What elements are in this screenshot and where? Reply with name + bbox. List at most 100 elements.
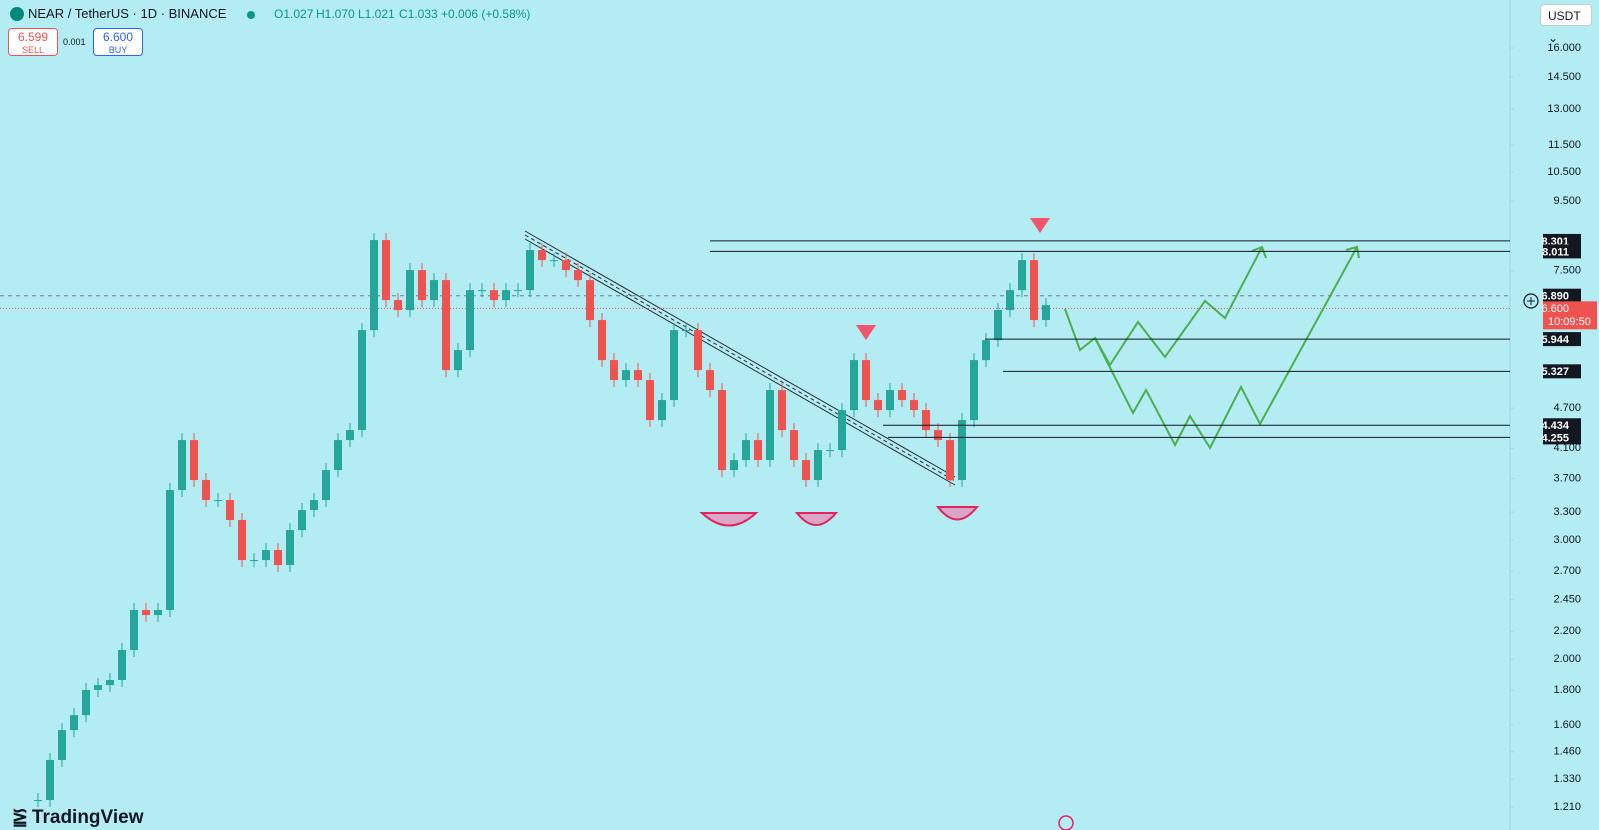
y-tick-label: 11.500 [1548, 139, 1581, 151]
candle-body [586, 280, 594, 321]
bottom-cup [794, 512, 839, 526]
candle-body [250, 560, 258, 562]
candle-body [202, 480, 210, 501]
y-tick-label: 3.300 [1553, 506, 1581, 518]
candle-body [502, 290, 510, 301]
candle-body [550, 260, 558, 262]
ohlc-high: H1.070 [316, 7, 355, 21]
candle-body [454, 350, 462, 371]
projection-arrowhead [1251, 245, 1267, 259]
candle-body [922, 410, 930, 431]
last-price-label: 6.600 [1541, 303, 1569, 315]
candle-body [82, 689, 90, 716]
level-label-box [1543, 244, 1581, 259]
candle-body [166, 490, 174, 611]
add-alert-icon[interactable] [1523, 293, 1539, 309]
candle-body [670, 330, 678, 401]
sell-label: SELL [21, 45, 45, 55]
top-marker [1030, 218, 1050, 233]
channel-mid [524, 234, 956, 482]
candle-body [814, 450, 822, 481]
candle-body [274, 550, 282, 566]
market-status [247, 11, 255, 19]
candle-body [994, 310, 1002, 341]
y-tick-label: 1.210 [1553, 801, 1581, 813]
add-alert-plus [1527, 297, 1535, 305]
projection-path [1094, 246, 1358, 451]
level-label-box [1543, 364, 1581, 379]
candle-body [442, 280, 450, 371]
candle-body [346, 430, 354, 441]
brand-name: TradingView [31, 807, 144, 828]
y-tick-label: 3.000 [1553, 534, 1581, 546]
drawings [524, 218, 1539, 830]
candle-body [382, 240, 390, 301]
event-icon[interactable] [1058, 815, 1074, 830]
buy-price: 6.600 [102, 30, 134, 44]
spread: 0.001 [63, 37, 86, 47]
candle-body [694, 330, 702, 371]
countdown: 10:09:50 [1548, 316, 1591, 328]
ohlc-open: O1.027 [274, 7, 314, 21]
y-tick-label: 2.200 [1553, 625, 1581, 637]
top-marker [856, 325, 876, 340]
last-price-box [1543, 301, 1597, 330]
y-tick-label: 4.700 [1553, 402, 1581, 414]
projection-arrowhead [1345, 245, 1360, 259]
brand: ⪠ TradingView [12, 806, 144, 829]
candle-body [730, 460, 738, 471]
candle-body [1030, 260, 1038, 321]
projection-path [1064, 246, 1263, 367]
y-tick-label: 4.100 [1553, 442, 1581, 454]
sell-button[interactable]: 6.599 SELL [8, 28, 58, 56]
y-tick-label: 1.330 [1553, 773, 1581, 785]
brand-logo: ⪠ [12, 807, 28, 828]
candle-body [118, 650, 126, 680]
candle-body [262, 550, 270, 561]
candle-body [478, 290, 486, 292]
candle-body [226, 500, 234, 521]
candle-body [778, 390, 786, 431]
level-label: 5.327 [1541, 366, 1569, 378]
candle-body [394, 300, 402, 311]
symbol-title: NEAR / TetherUS · 1D · BINANCE [28, 6, 227, 21]
y-tick-label: 2.450 [1553, 594, 1581, 606]
candle-body [574, 270, 582, 281]
candle-body [766, 390, 774, 461]
candle-body [526, 250, 534, 291]
level-label: 4.434 [1541, 420, 1569, 432]
candle-body [958, 420, 966, 481]
y-tick-label: 1.460 [1553, 746, 1581, 758]
candle-body [802, 460, 810, 481]
y-tick-label: 7.500 [1553, 265, 1581, 277]
candle-body [190, 440, 198, 481]
candle-body [622, 370, 630, 381]
candle-body [94, 685, 102, 690]
currency-select[interactable]: USDT ⌄ [1540, 4, 1592, 45]
ohlc-low: L1.021 [358, 7, 395, 21]
candle-body [310, 500, 318, 511]
candle-body [142, 610, 150, 616]
candle-body [682, 330, 690, 332]
candle-body [946, 440, 954, 481]
buy-button[interactable]: 6.600 BUY [93, 28, 143, 56]
candle-body [178, 440, 186, 491]
crosshair-label: 6.890 [1541, 291, 1569, 303]
symbol-logo [10, 7, 24, 21]
candle-body [106, 679, 114, 686]
candle-body [154, 610, 162, 616]
y-axis: 16.000 14.500 13.000 11.500 10.500 9.500 7.500… [1510, 42, 1581, 813]
bottom-cup [935, 506, 980, 521]
candle-body [874, 400, 882, 411]
y-tick-label: 2.000 [1553, 653, 1581, 665]
y-tick-label: 3.700 [1553, 472, 1581, 484]
candle-body [46, 759, 54, 801]
candle-body [826, 450, 834, 452]
level-label: 8.011 [1542, 246, 1569, 258]
candle-body [322, 470, 330, 501]
candle-body [970, 360, 978, 421]
bottom-cup [699, 512, 759, 527]
candle-body [610, 360, 618, 381]
candle-body [658, 400, 666, 421]
